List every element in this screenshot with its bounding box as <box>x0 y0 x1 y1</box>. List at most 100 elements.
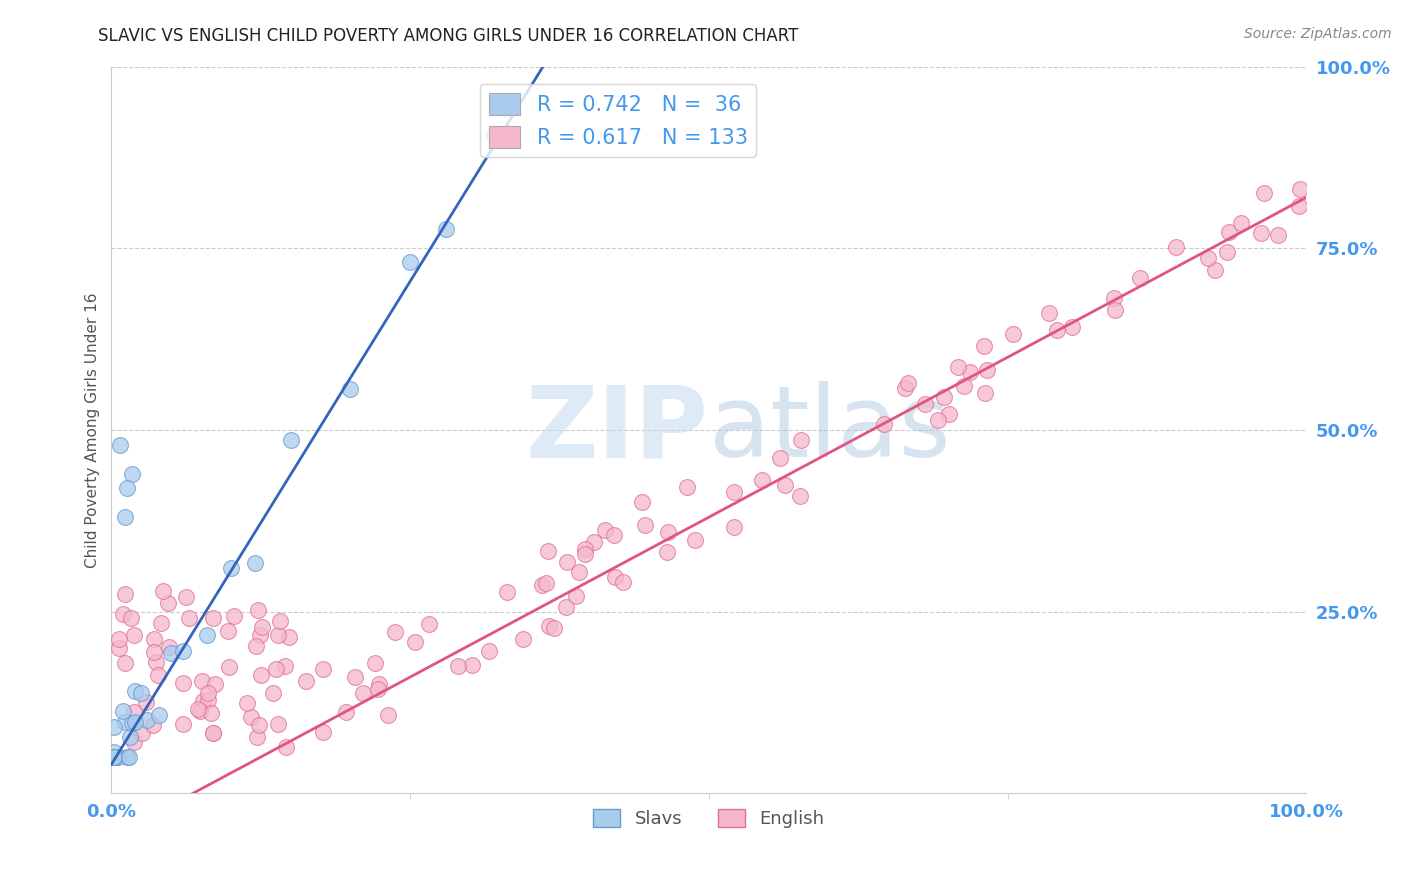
Point <box>568 565 591 579</box>
Point <box>157 596 180 610</box>
Point <box>631 494 654 508</box>
Point <box>243 556 266 570</box>
Point <box>280 433 302 447</box>
Point <box>973 339 995 353</box>
Y-axis label: Child Poverty Among Girls Under 16: Child Poverty Among Girls Under 16 <box>86 293 100 567</box>
Point <box>897 376 920 390</box>
Point <box>1062 320 1084 334</box>
Point <box>103 750 125 764</box>
Point <box>101 750 124 764</box>
Point <box>723 520 745 534</box>
Point <box>1289 182 1312 196</box>
Point <box>938 407 960 421</box>
Text: ZIP: ZIP <box>526 382 709 478</box>
Point <box>339 383 361 397</box>
Point <box>312 662 335 676</box>
Point <box>404 635 426 649</box>
Point <box>197 686 219 700</box>
Point <box>136 713 159 727</box>
Point <box>1253 186 1275 201</box>
Point <box>1198 251 1220 265</box>
Point <box>377 707 399 722</box>
Point <box>124 684 146 698</box>
Point <box>1104 302 1126 317</box>
Point <box>122 627 145 641</box>
Point <box>250 667 273 681</box>
Point <box>202 726 225 740</box>
Point <box>574 541 596 556</box>
Point <box>495 585 517 599</box>
Point <box>447 659 470 673</box>
Point <box>1267 227 1289 242</box>
Point <box>368 676 391 690</box>
Point <box>1046 322 1069 336</box>
Point <box>751 474 773 488</box>
Point <box>200 706 222 720</box>
Point <box>103 746 125 760</box>
Point <box>124 714 146 729</box>
Point <box>262 686 284 700</box>
Point <box>1002 326 1025 341</box>
Legend: Slavs, English: Slavs, English <box>586 801 832 835</box>
Point <box>927 413 949 427</box>
Point <box>110 437 132 451</box>
Point <box>1104 291 1126 305</box>
Point <box>555 555 578 569</box>
Point <box>104 750 127 764</box>
Point <box>769 451 792 466</box>
Point <box>537 543 560 558</box>
Point <box>530 578 553 592</box>
Point <box>312 724 335 739</box>
Point <box>953 379 976 393</box>
Point <box>114 714 136 729</box>
Point <box>103 750 125 764</box>
Point <box>142 718 165 732</box>
Point <box>461 658 484 673</box>
Point <box>893 381 915 395</box>
Point <box>335 706 357 720</box>
Point <box>245 639 267 653</box>
Point <box>107 640 129 655</box>
Point <box>160 646 183 660</box>
Point <box>512 632 534 646</box>
Text: SLAVIC VS ENGLISH CHILD POVERTY AMONG GIRLS UNDER 16 CORRELATION CHART: SLAVIC VS ENGLISH CHILD POVERTY AMONG GI… <box>98 27 799 45</box>
Point <box>129 686 152 700</box>
Point <box>1164 240 1187 254</box>
Point <box>1288 199 1310 213</box>
Point <box>143 644 166 658</box>
Point <box>789 433 811 447</box>
Point <box>1129 271 1152 285</box>
Point <box>264 662 287 676</box>
Point <box>434 221 457 235</box>
Point <box>174 590 197 604</box>
Point <box>723 484 745 499</box>
Point <box>191 673 214 688</box>
Point <box>146 668 169 682</box>
Point <box>120 730 142 744</box>
Point <box>1204 263 1226 277</box>
Point <box>582 534 605 549</box>
Point <box>148 708 170 723</box>
Point <box>145 656 167 670</box>
Point <box>278 630 301 644</box>
Point <box>111 607 134 621</box>
Point <box>217 624 239 638</box>
Text: atlas: atlas <box>709 382 950 478</box>
Point <box>197 692 219 706</box>
Point <box>973 385 995 400</box>
Point <box>574 547 596 561</box>
Point <box>363 657 385 671</box>
Point <box>554 599 576 614</box>
Point <box>103 750 125 764</box>
Point <box>295 673 318 688</box>
Point <box>121 716 143 731</box>
Point <box>150 616 173 631</box>
Point <box>191 694 214 708</box>
Point <box>201 725 224 739</box>
Point <box>114 586 136 600</box>
Text: Source: ZipAtlas.com: Source: ZipAtlas.com <box>1244 27 1392 41</box>
Point <box>219 561 242 575</box>
Point <box>959 365 981 379</box>
Point <box>114 510 136 524</box>
Point <box>274 658 297 673</box>
